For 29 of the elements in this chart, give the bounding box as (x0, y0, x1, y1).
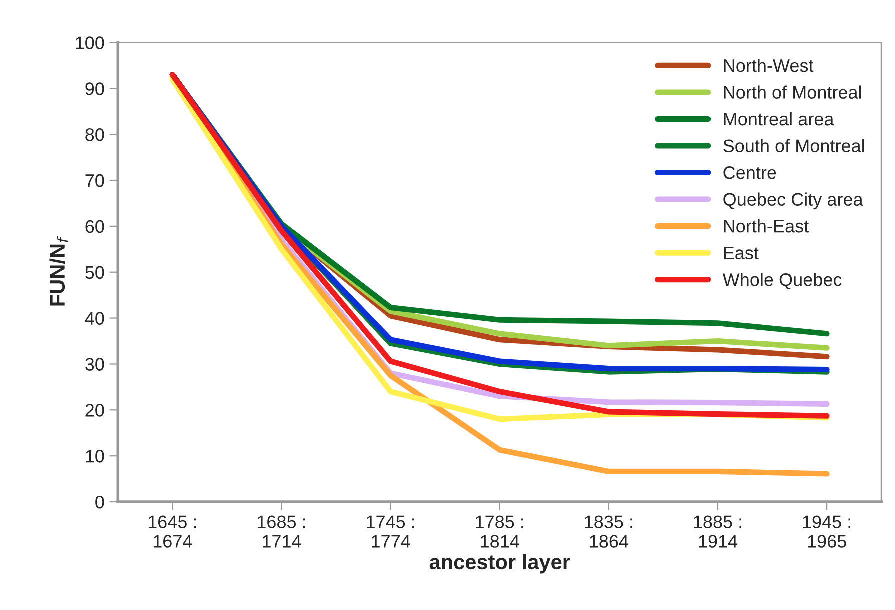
legend-label: South of Montreal (724, 139, 864, 152)
y-tick-label: 90 (86, 82, 104, 96)
y-axis-title: FUN/N$_{f}$ (50, 236, 68, 306)
x-tick-label: 1945 : 1965 (803, 516, 850, 548)
y-tick-label: 60 (86, 220, 104, 234)
y-tick-label: 20 (86, 404, 104, 417)
legend-label: Whole Quebec (722, 273, 842, 290)
legend-label: North of Montreal (724, 86, 862, 99)
y-tick-label: 50 (86, 266, 104, 280)
legend-label: Quebec City area (724, 192, 864, 210)
legend-label: North-West (724, 58, 814, 72)
y-tick-label: 10 (86, 450, 104, 463)
y-tick-label: 0 (96, 496, 104, 509)
x-tick-label: 1745 : 1774 (367, 516, 414, 548)
legend-label: North-East (724, 220, 809, 233)
y-tick-label: 40 (85, 312, 104, 326)
x-tick-label: 1785 : 1814 (476, 516, 524, 548)
x-tick-label: 1645 : 1674 (148, 516, 196, 548)
legend-label: East (724, 246, 759, 260)
legend-label: Montreal area (724, 112, 834, 126)
x-tick-label: 1685 : 1714 (258, 516, 306, 548)
legend-label: Centre (724, 166, 776, 180)
x-tick-label: 1835 : 1864 (585, 516, 632, 548)
y-tick-label: 80 (86, 128, 104, 142)
x-tick-label: 1885 : 1914 (694, 516, 742, 548)
x-axis-title: ancestor layer (430, 554, 570, 574)
y-tick-label: 100 (76, 36, 104, 50)
y-tick-label: 70 (86, 174, 104, 188)
y-tick-label: 30 (86, 358, 104, 371)
